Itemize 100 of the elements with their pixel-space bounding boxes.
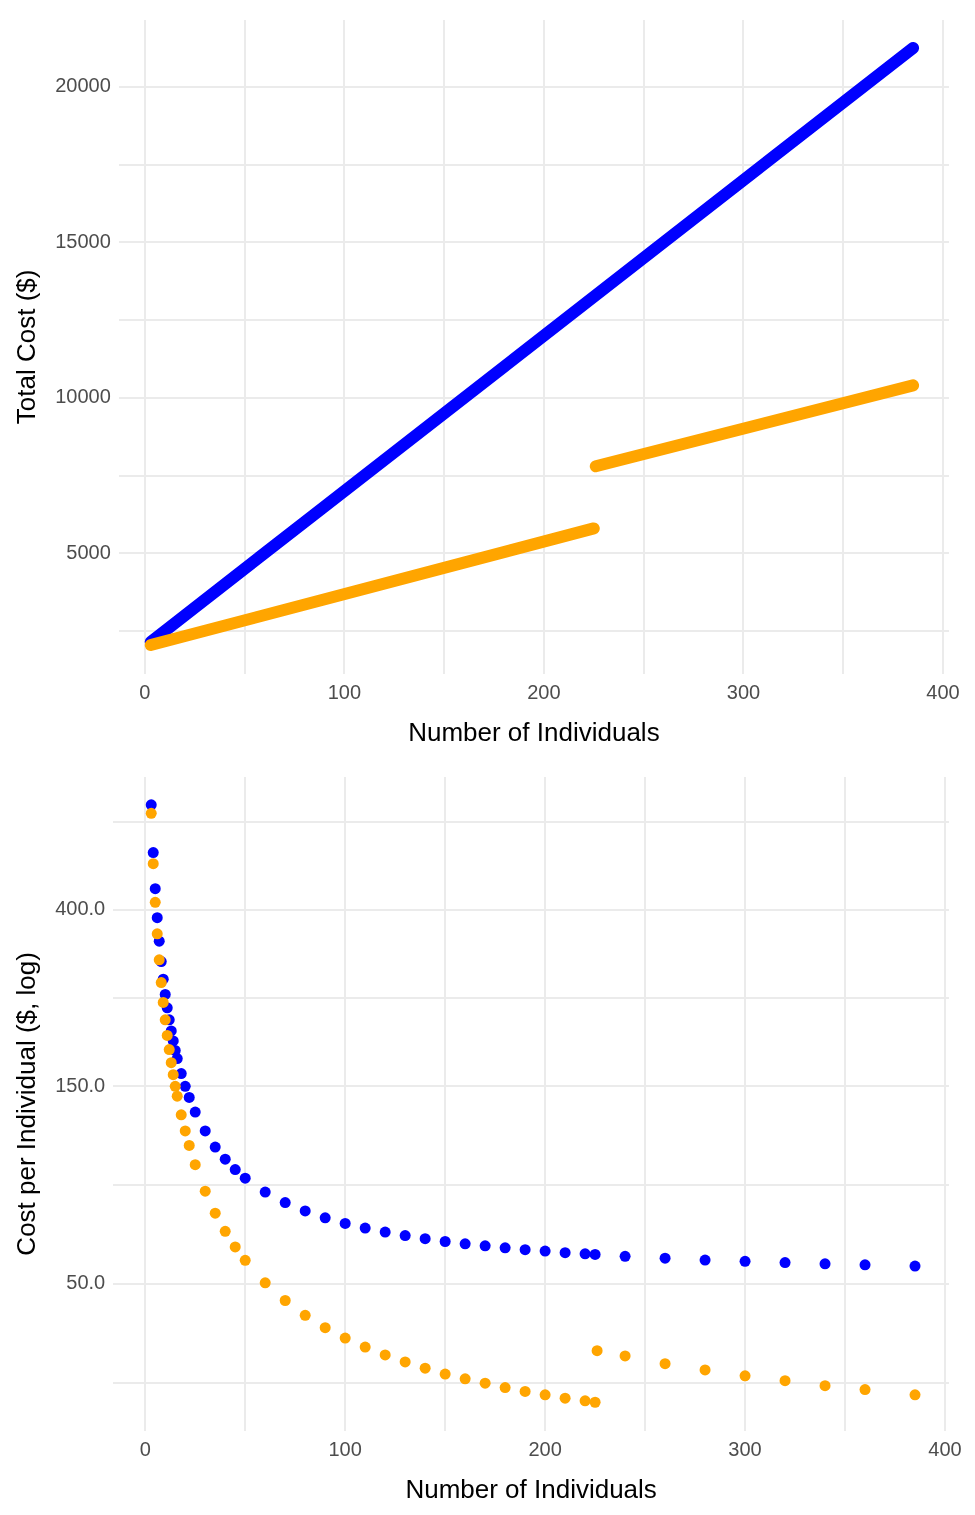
point	[339, 1332, 351, 1344]
point	[239, 1172, 251, 1184]
y-tick-label: 20000	[55, 74, 111, 97]
point	[209, 1141, 221, 1153]
point	[591, 1345, 603, 1357]
point	[579, 1395, 591, 1407]
point	[259, 1277, 271, 1289]
point	[779, 1375, 791, 1387]
x-tick-label: 0	[139, 1438, 151, 1461]
x-tick-label: 300	[728, 1438, 762, 1461]
point	[209, 1207, 221, 1219]
point	[259, 1186, 271, 1198]
point	[171, 1090, 183, 1102]
point	[539, 1389, 551, 1401]
point	[219, 1225, 231, 1237]
point	[439, 1235, 451, 1247]
point	[459, 1373, 471, 1385]
y-tick-label: 15000	[55, 229, 111, 252]
point	[559, 1247, 571, 1259]
point	[189, 1159, 201, 1171]
point	[149, 896, 161, 908]
point	[147, 858, 159, 870]
point	[183, 1139, 195, 1151]
point	[165, 1057, 177, 1069]
point	[189, 1106, 201, 1118]
x-tick-label: 400	[928, 1438, 962, 1461]
point	[559, 1392, 571, 1404]
point	[145, 807, 157, 819]
point	[589, 1248, 601, 1260]
point	[229, 1164, 241, 1176]
point	[147, 847, 159, 859]
point	[699, 1364, 711, 1376]
point	[151, 912, 163, 924]
point	[479, 1240, 491, 1252]
point	[419, 1233, 431, 1245]
point	[519, 1385, 531, 1397]
point	[279, 1294, 291, 1306]
point	[183, 1091, 195, 1103]
point	[459, 1238, 471, 1250]
point	[169, 1080, 181, 1092]
point	[619, 1250, 631, 1262]
y-tick-label: 400.0	[55, 897, 106, 920]
point	[589, 1396, 601, 1408]
y-tick-label: 5000	[66, 540, 111, 563]
point	[579, 1248, 591, 1260]
point	[159, 1014, 171, 1026]
point	[299, 1205, 311, 1217]
point	[239, 1254, 251, 1266]
point	[399, 1230, 411, 1242]
x-tick-label: 100	[327, 681, 362, 704]
point	[299, 1309, 311, 1321]
point	[161, 1029, 173, 1041]
point	[539, 1245, 551, 1257]
point	[199, 1185, 211, 1197]
point	[167, 1069, 179, 1081]
x-tick-label: 400	[926, 681, 960, 704]
point	[279, 1197, 291, 1209]
point	[819, 1380, 831, 1392]
point	[779, 1257, 791, 1269]
point	[399, 1356, 411, 1368]
point	[163, 1044, 175, 1056]
point	[479, 1377, 491, 1389]
point	[359, 1222, 371, 1234]
point	[499, 1382, 511, 1394]
point	[659, 1358, 671, 1370]
point	[199, 1125, 211, 1137]
point	[155, 977, 167, 989]
y-tick-label: 50.0	[66, 1271, 106, 1294]
point	[157, 996, 169, 1008]
point	[699, 1254, 711, 1266]
x-tick-label: 100	[328, 1438, 362, 1461]
point	[659, 1252, 671, 1264]
x-tick-label: 200	[527, 681, 561, 704]
point	[179, 1125, 191, 1137]
point	[149, 883, 161, 895]
point	[859, 1384, 871, 1396]
point	[499, 1242, 511, 1254]
y-tick-label: 10000	[55, 385, 111, 408]
x-tick-label: 0	[139, 681, 151, 704]
y-axis-title: Total Cost ($)	[10, 269, 41, 425]
point	[219, 1153, 231, 1165]
point	[419, 1362, 431, 1374]
point	[739, 1370, 751, 1382]
point	[439, 1368, 451, 1380]
x-tick-label: 200	[528, 1438, 562, 1461]
point	[379, 1226, 391, 1238]
point	[909, 1389, 921, 1401]
x-axis-title: Number of Individuals	[408, 716, 660, 747]
point	[859, 1259, 871, 1271]
point	[739, 1255, 751, 1267]
point	[319, 1212, 331, 1224]
point	[909, 1260, 921, 1272]
point	[359, 1341, 371, 1353]
point	[151, 928, 163, 940]
point	[819, 1258, 831, 1270]
x-axis-title: Number of Individuals	[405, 1473, 657, 1504]
point	[519, 1244, 531, 1256]
point	[619, 1350, 631, 1362]
point	[175, 1109, 187, 1121]
y-axis-title: Cost per Individual ($, log)	[10, 952, 41, 1256]
